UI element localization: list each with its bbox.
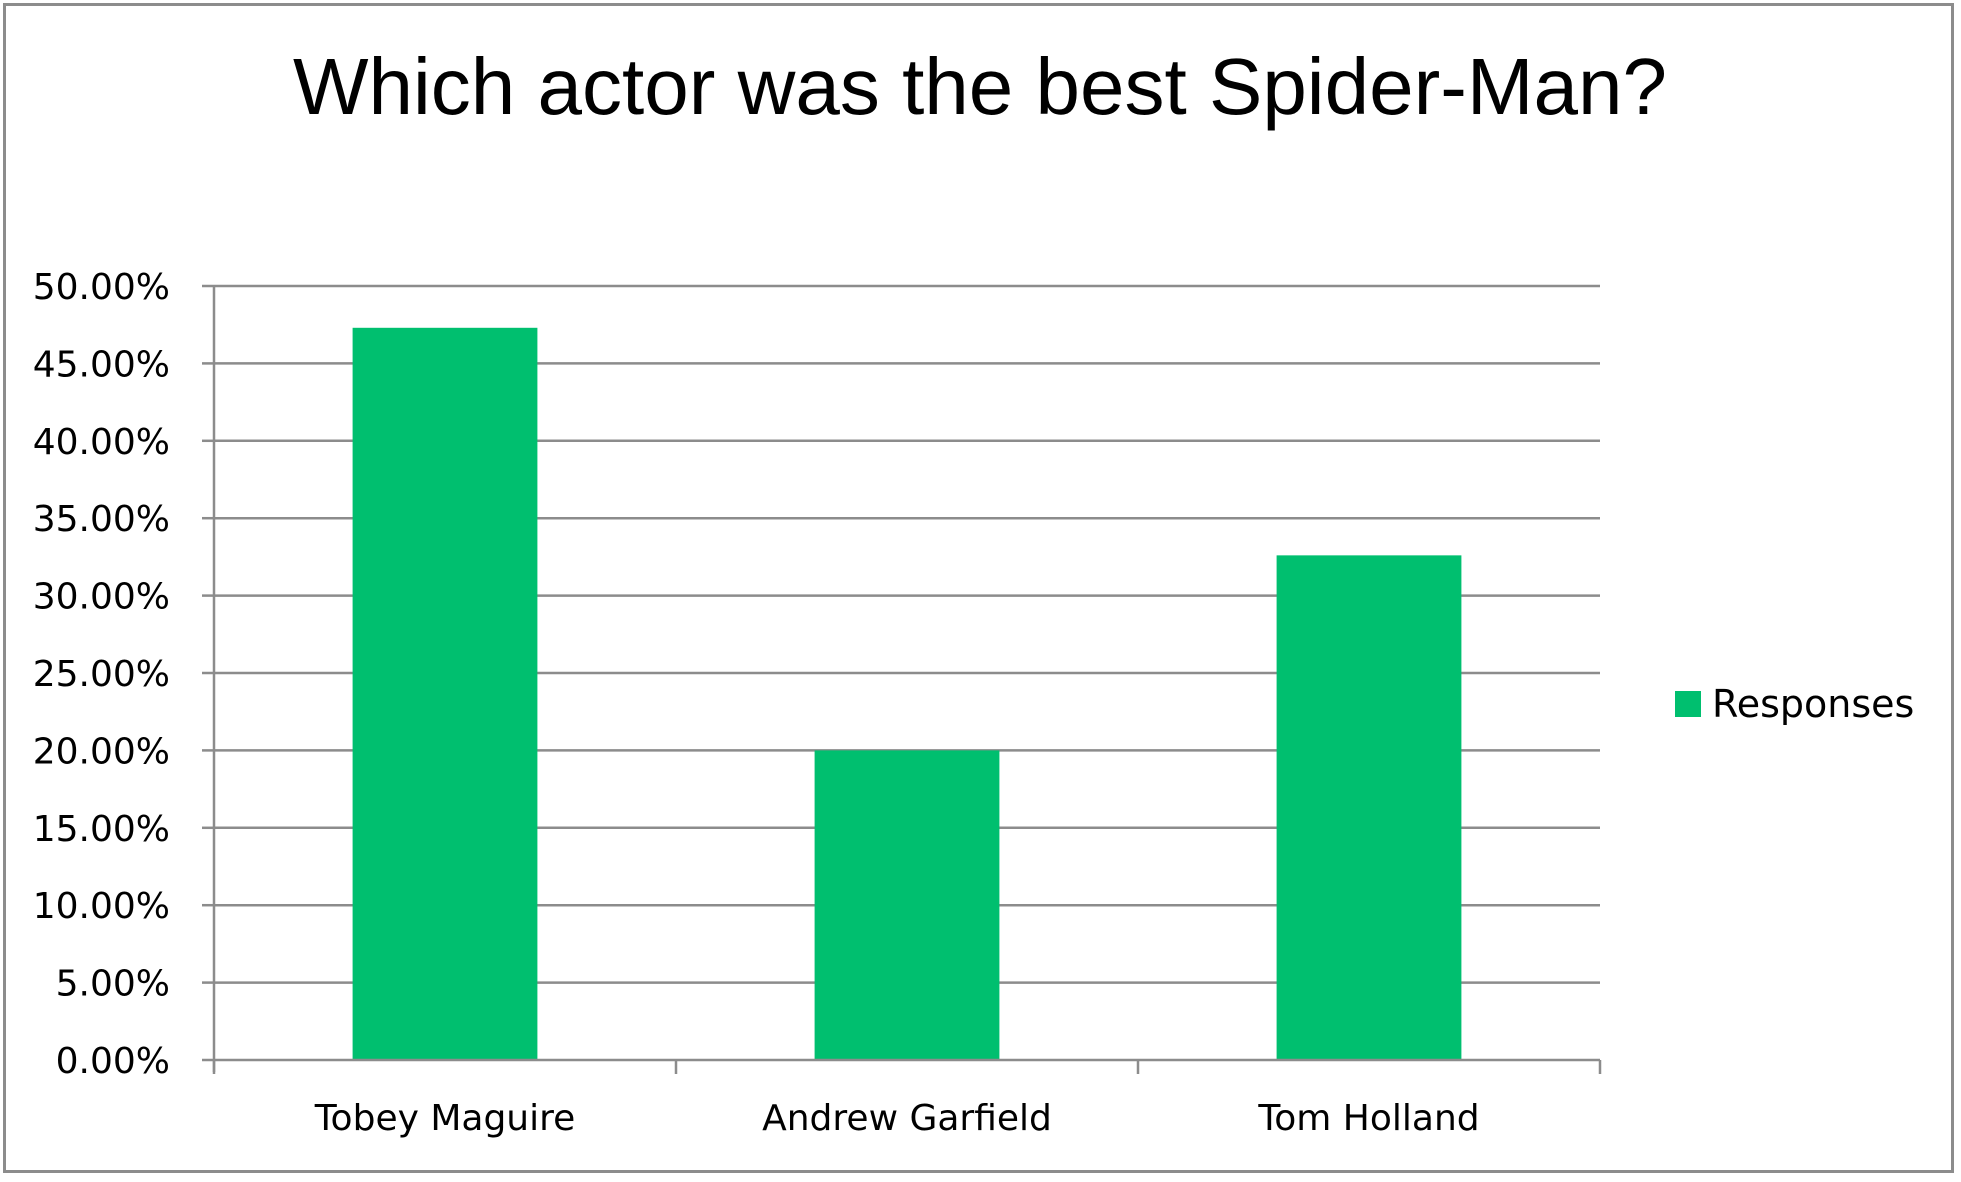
y-axis-tick-label: 10.00%: [33, 886, 170, 927]
legend-swatch: [1675, 691, 1701, 717]
x-axis-tick-labels: Tobey Maguire Andrew Garfield Tom Holland: [314, 1098, 1480, 1139]
y-axis-tick-label: 45.00%: [33, 344, 170, 385]
y-axis-tick-label: 0.00%: [56, 1041, 170, 1082]
y-axis-tick-label: 50.00%: [33, 267, 170, 308]
axes: [202, 284, 1602, 1074]
bar-andrew-garfield: [814, 750, 1000, 1060]
y-axis-tick-label: 20.00%: [33, 731, 170, 772]
bar-tom-holland: [1276, 555, 1462, 1060]
y-axis-tick-label: 5.00%: [56, 964, 170, 1005]
y-axis-tick-label: 15.00%: [33, 809, 170, 850]
y-axis-tick-label: 40.00%: [33, 422, 170, 463]
x-axis-tick-label: Andrew Garfield: [762, 1098, 1052, 1139]
y-axis-tick-label: 35.00%: [33, 499, 170, 540]
y-axis-tick-labels: 0.00% 5.00% 10.00% 15.00% 20.00% 25.00% 30.00%…: [33, 267, 170, 1082]
x-axis-tick-label: Tom Holland: [1257, 1098, 1479, 1139]
bar-tobey-maguire: [352, 327, 538, 1060]
chart-title: Which actor was the best Spider-Man?: [293, 42, 1667, 131]
y-axis-tick-label: 30.00%: [33, 577, 170, 618]
legend: Responses: [1675, 682, 1914, 726]
legend-label: Responses: [1712, 682, 1914, 726]
y-axis-tick-label: 25.00%: [33, 654, 170, 695]
x-axis-tick-label: Tobey Maguire: [314, 1098, 576, 1139]
bars: [352, 327, 1462, 1060]
